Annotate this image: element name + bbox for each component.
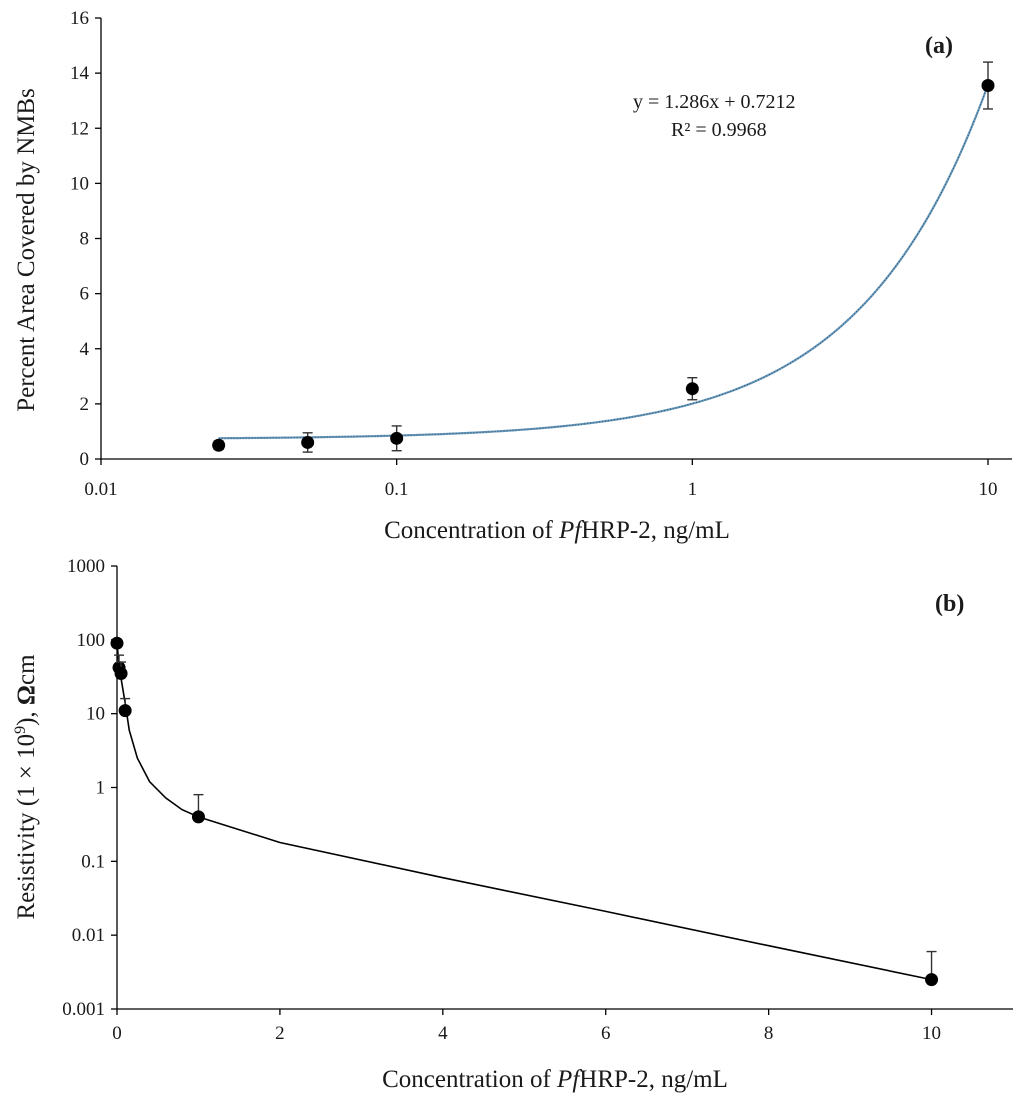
panel-b-data-point (925, 973, 939, 987)
panel-b-data-point (114, 666, 128, 680)
panel-b: 0.001 0.01 0.1 1 10 100 1000 0 2 4 6 8 10 (b) Resis… (12, 556, 1013, 1093)
panel-a-r-squared: R² = 0.9968 (671, 119, 767, 141)
panel-a-y-tick-label: 16 (70, 8, 89, 29)
panel-a-fit-curve-dots (218, 84, 989, 439)
panel-b-y-tick-label: 0.1 (81, 851, 105, 872)
panel-b-x-tick-label: 2 (275, 1023, 285, 1044)
panel-b-x-tick-label: 0 (112, 1023, 122, 1044)
panel-a-y-tick-label: 8 (80, 229, 90, 250)
panel-a-fit-curve (218, 84, 990, 440)
panel-a-y-axis-label: Percent Area Covered by NMBs (13, 88, 40, 412)
panel-a-data-point (981, 79, 995, 93)
panel-a-y-tick-label: 12 (70, 118, 89, 139)
panel-a: 0 2 4 6 8 10 12 14 16 0.01 0.1 1 10 (a) y = 1.286x … (13, 8, 1012, 544)
panel-a-y-tick-label: 10 (70, 173, 89, 194)
panel-a-data-point (685, 382, 699, 396)
panel-b-fit-curve (116, 641, 932, 981)
panel-b-data-point (191, 810, 205, 824)
panel-a-x-axis-label: Concentration of PfHRP-2, ng/mL (384, 517, 730, 544)
panel-b-y-axis-label: Resistivity (1 × 109), Ωcm (12, 654, 40, 920)
panel-a-x-tick-label: 0.1 (385, 479, 409, 500)
panel-b-x-tick-label: 4 (438, 1023, 448, 1044)
panel-a-y-tick-label: 4 (80, 339, 90, 360)
panel-a-data-point (390, 431, 404, 445)
panel-b-data-point (118, 704, 132, 718)
panel-b-x-tick-label: 10 (922, 1023, 941, 1044)
panel-a-data-point (212, 438, 226, 452)
panel-b-y-tick-label: 0.001 (62, 999, 105, 1020)
panel-b-x-tick-label: 6 (601, 1023, 611, 1044)
panel-b-y-tick-label: 0.01 (72, 925, 105, 946)
panel-b-data-point (110, 636, 124, 650)
panel-a-x-tick-label: 0.01 (84, 479, 117, 500)
panel-b-y-tick-label: 1000 (67, 556, 105, 577)
panel-b-y-tick-label: 100 (77, 630, 106, 651)
panel-b-y-tick-label: 1 (96, 778, 106, 799)
panel-b-y-tick-label: 10 (86, 704, 105, 725)
panel-a-equation: y = 1.286x + 0.7212 (633, 91, 796, 113)
panel-a-y-tick-label: 14 (70, 63, 90, 84)
panel-a-label: (a) (925, 33, 953, 59)
panel-a-y-tick-label: 6 (80, 284, 90, 305)
panel-a-data-point (301, 435, 315, 449)
panel-a-x-tick-label: 10 (979, 479, 998, 500)
panel-a-y-tick-label: 0 (80, 449, 90, 470)
panel-a-x-tick-label: 1 (688, 479, 698, 500)
panel-b-x-axis-label: Concentration of PfHRP-2, ng/mL (382, 1066, 728, 1093)
panel-b-x-tick-label: 8 (764, 1023, 774, 1044)
panel-b-label: (b) (935, 591, 964, 617)
panel-a-y-tick-label: 2 (80, 394, 90, 415)
